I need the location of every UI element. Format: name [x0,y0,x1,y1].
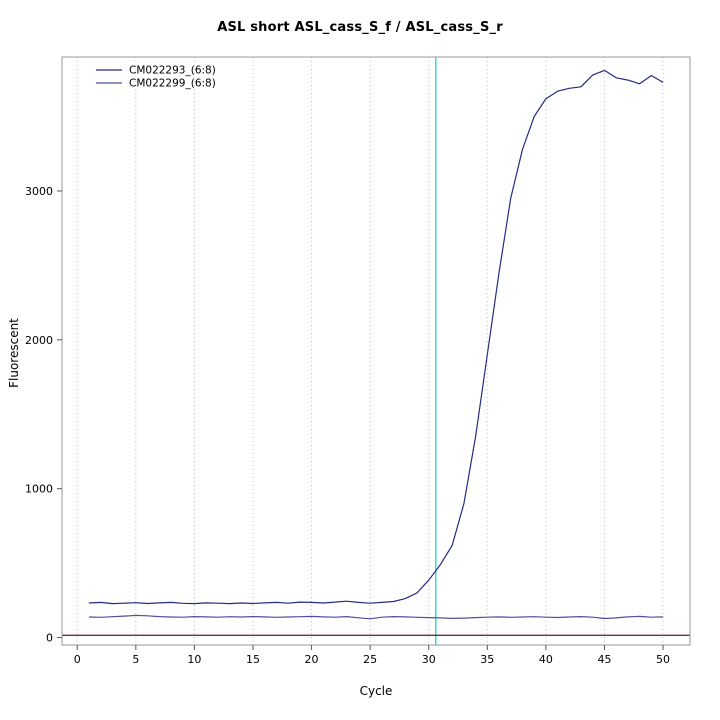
series-line-1 [88,69,664,605]
x-tick-label: 0 [74,653,81,666]
x-tick-label: 35 [480,653,494,666]
x-tick-label: 10 [187,653,201,666]
x-tick-label: 15 [246,653,260,666]
x-tick-label: 45 [597,653,611,666]
y-tick-label: 2000 [25,334,53,347]
x-tick-label: 5 [132,653,139,666]
x-tick-label: 40 [539,653,553,666]
x-tick-label: 50 [656,653,670,666]
x-tick-label: 25 [363,653,377,666]
y-tick-label: 0 [46,632,53,645]
chart-title: ASL short ASL_cass_S_f / ASL_cass_S_r [217,20,503,35]
series-line-2 [88,614,664,620]
legend-label: CM022299_(6:8) [129,78,216,90]
legend-label: CM022293_(6:8) [129,65,216,77]
plot-frame [61,56,691,646]
x-axis-label: Cycle [359,684,393,698]
x-tick-label: 30 [422,653,436,666]
y-tick-label: 3000 [25,185,53,198]
y-tick-label: 1000 [25,483,53,496]
x-tick-label: 20 [305,653,319,666]
